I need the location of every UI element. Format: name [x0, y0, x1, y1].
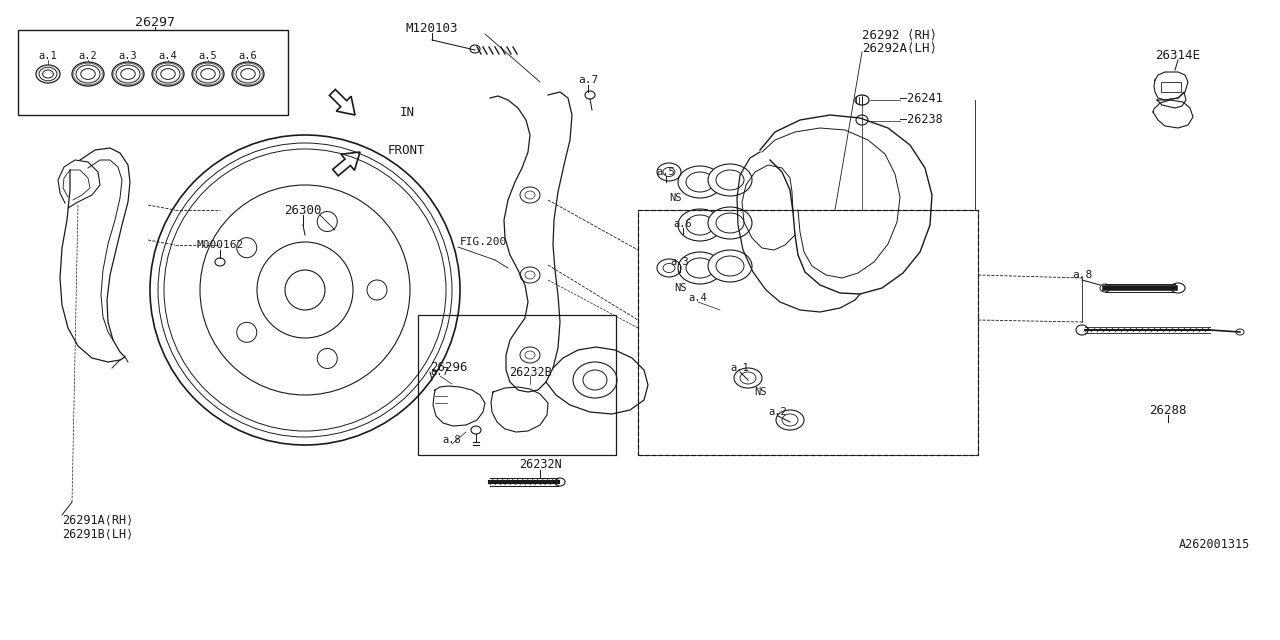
Text: a.1: a.1 — [38, 51, 58, 61]
Bar — [18, 30, 288, 115]
Text: a.2: a.2 — [78, 51, 97, 61]
Ellipse shape — [708, 207, 753, 239]
Text: a.6: a.6 — [238, 51, 257, 61]
Text: a.3: a.3 — [119, 51, 137, 61]
Text: a.8: a.8 — [1071, 270, 1092, 280]
Ellipse shape — [678, 166, 722, 198]
Ellipse shape — [678, 252, 722, 284]
Text: 26292 ⟨RH⟩: 26292 ⟨RH⟩ — [861, 29, 937, 42]
Text: M120103: M120103 — [406, 22, 458, 35]
Text: a.2: a.2 — [768, 407, 787, 417]
Text: 26300: 26300 — [284, 204, 321, 216]
Text: 26296: 26296 — [430, 360, 467, 374]
Text: –26238: –26238 — [900, 113, 943, 125]
Text: a.5: a.5 — [657, 167, 676, 177]
Text: a.6: a.6 — [673, 219, 692, 229]
Text: a.7: a.7 — [430, 367, 449, 377]
Text: 26232B: 26232B — [508, 365, 552, 378]
Text: a.4: a.4 — [159, 51, 178, 61]
Bar — [637, 210, 978, 455]
Text: –26241: –26241 — [900, 92, 943, 104]
Text: A262001315: A262001315 — [1179, 538, 1251, 552]
Ellipse shape — [708, 250, 753, 282]
Text: 26291B⟨LH⟩: 26291B⟨LH⟩ — [61, 527, 133, 541]
Ellipse shape — [708, 164, 753, 196]
Text: NS: NS — [668, 193, 681, 203]
Text: 26288: 26288 — [1149, 403, 1187, 417]
Ellipse shape — [678, 209, 722, 241]
Text: a.8: a.8 — [443, 435, 461, 445]
Text: NS: NS — [673, 283, 686, 293]
Text: IN: IN — [401, 106, 415, 118]
Text: 26232N: 26232N — [518, 458, 562, 472]
Text: a.5: a.5 — [198, 51, 218, 61]
Text: a.1: a.1 — [731, 363, 749, 373]
Text: a.3: a.3 — [671, 257, 690, 267]
Text: 26292A⟨LH⟩: 26292A⟨LH⟩ — [861, 42, 937, 54]
Bar — [419, 315, 616, 455]
Bar — [1161, 82, 1181, 92]
Text: M000162: M000162 — [196, 240, 243, 250]
Text: a.4: a.4 — [689, 293, 708, 303]
Text: a.7: a.7 — [577, 75, 598, 85]
Text: NS: NS — [754, 387, 767, 397]
Text: 26297: 26297 — [134, 15, 175, 29]
Text: 26314E: 26314E — [1156, 49, 1201, 61]
Text: FRONT: FRONT — [388, 143, 425, 157]
Text: 26291A⟨RH⟩: 26291A⟨RH⟩ — [61, 513, 133, 527]
Text: FIG.200: FIG.200 — [460, 237, 507, 247]
